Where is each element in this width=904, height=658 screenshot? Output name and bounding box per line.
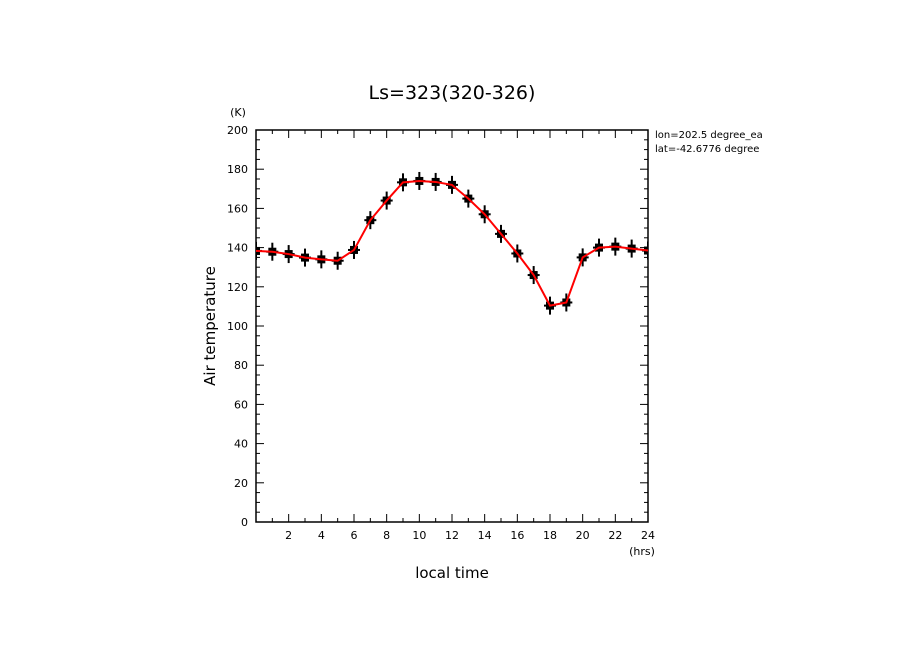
x-tick-label: 24 xyxy=(641,529,655,542)
x-tick-label: 12 xyxy=(445,529,459,542)
y-axis-label: Air temperature xyxy=(201,266,219,386)
y-tick-label: 80 xyxy=(234,359,248,372)
x-tick-label: 6 xyxy=(351,529,358,542)
annotation-lon: lon=202.5 degree_ea xyxy=(655,130,763,141)
y-tick-label: 160 xyxy=(227,202,248,215)
x-tick-label: 8 xyxy=(383,529,390,542)
y-tick-label: 40 xyxy=(234,438,248,451)
y-tick-label: 180 xyxy=(227,163,248,176)
y-tick-label: 140 xyxy=(227,242,248,255)
series-line xyxy=(255,179,649,307)
y-tick-label: 60 xyxy=(234,398,248,411)
x-tick-label: 16 xyxy=(510,529,524,542)
y-tick-label: 0 xyxy=(241,516,248,529)
x-tick-label: 20 xyxy=(576,529,590,542)
x-unit: (hrs) xyxy=(629,545,655,558)
x-tick-label: 14 xyxy=(478,529,492,542)
y-unit: (K) xyxy=(230,106,246,119)
x-tick-label: 10 xyxy=(412,529,426,542)
x-tick-label: 2 xyxy=(285,529,292,542)
y-tick-label: 200 xyxy=(227,124,248,137)
y-tick-label: 100 xyxy=(227,320,248,333)
x-tick-label: 4 xyxy=(318,529,325,542)
x-axis-label: local time xyxy=(415,564,489,582)
x-tick-label: 22 xyxy=(608,529,622,542)
y-tick-label: 120 xyxy=(227,281,248,294)
x-tick-label: 18 xyxy=(543,529,557,542)
y-tick-label: 20 xyxy=(234,477,248,490)
annotation-lat: lat=-42.6776 degree xyxy=(655,144,759,155)
chart-title: Ls=323(320-326) xyxy=(369,82,536,104)
